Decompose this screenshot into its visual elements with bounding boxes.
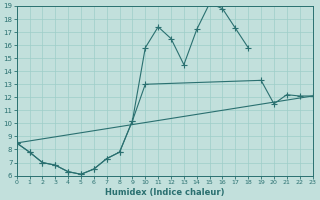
X-axis label: Humidex (Indice chaleur): Humidex (Indice chaleur) [105, 188, 224, 197]
